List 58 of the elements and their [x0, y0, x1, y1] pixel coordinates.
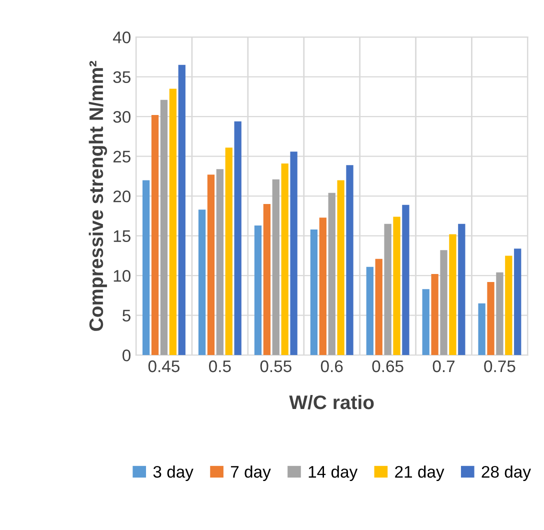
y-tick-label: 35: [113, 71, 130, 84]
bar: [458, 224, 466, 356]
y-tick-label: 30: [113, 111, 130, 123]
bar: [337, 180, 344, 356]
y-tick-label: 0: [122, 350, 130, 362]
bar: [422, 289, 430, 356]
legend-label: 3 day: [153, 466, 194, 482]
bar: [478, 303, 486, 356]
bar: [496, 272, 504, 356]
bar: [225, 148, 232, 356]
x-tick-label: 0.7: [432, 360, 454, 372]
bar: [142, 180, 150, 356]
x-tick-label: 0.5: [209, 360, 231, 372]
y-tick-label: 20: [113, 190, 130, 202]
bar: [310, 229, 318, 356]
bar: [169, 88, 177, 356]
bar: [198, 210, 206, 356]
y-tick-label: 25: [113, 150, 130, 163]
y-tick-label: 10: [114, 270, 130, 282]
bar: [178, 64, 186, 356]
bar: [254, 226, 262, 356]
bar: [505, 256, 512, 356]
y-tick-label: 40: [112, 32, 130, 44]
bar: [487, 282, 494, 356]
x-axis-title: W/C ratio: [289, 394, 374, 410]
legend-label: 7 day: [230, 466, 271, 482]
bar: [449, 234, 456, 356]
legend-label: 21 day: [395, 466, 444, 482]
x-tick-label: 0.65: [372, 360, 404, 372]
legend-label: 28 day: [482, 466, 531, 482]
x-tick-label: 0.75: [484, 360, 516, 372]
bar: [346, 165, 354, 356]
bar: [281, 164, 288, 356]
legend-label: 14 day: [308, 466, 358, 482]
bar: [514, 248, 522, 356]
bar: [366, 266, 374, 356]
bar: [272, 179, 280, 356]
bar: [216, 169, 224, 356]
bar: [440, 250, 448, 356]
bar: [328, 192, 336, 356]
bar: [319, 218, 326, 356]
y-axis-title: Compressive strenght N/mm²: [88, 60, 108, 331]
bar: [431, 274, 438, 356]
bar: [402, 204, 410, 356]
bar: [393, 216, 400, 356]
y-tick-label: 15: [114, 230, 130, 242]
bar: [375, 258, 382, 356]
bar: [384, 224, 392, 356]
y-tick-label: 5: [122, 310, 130, 322]
bar: [263, 204, 271, 356]
x-tick-label: 0.6: [320, 360, 343, 372]
bar: [207, 174, 215, 356]
bar: [160, 100, 168, 356]
x-tick-label: 0.45: [148, 360, 180, 372]
x-tick-label: 0.55: [260, 360, 292, 372]
bar: [151, 115, 159, 356]
bar: [290, 152, 298, 356]
bar: [234, 121, 242, 356]
